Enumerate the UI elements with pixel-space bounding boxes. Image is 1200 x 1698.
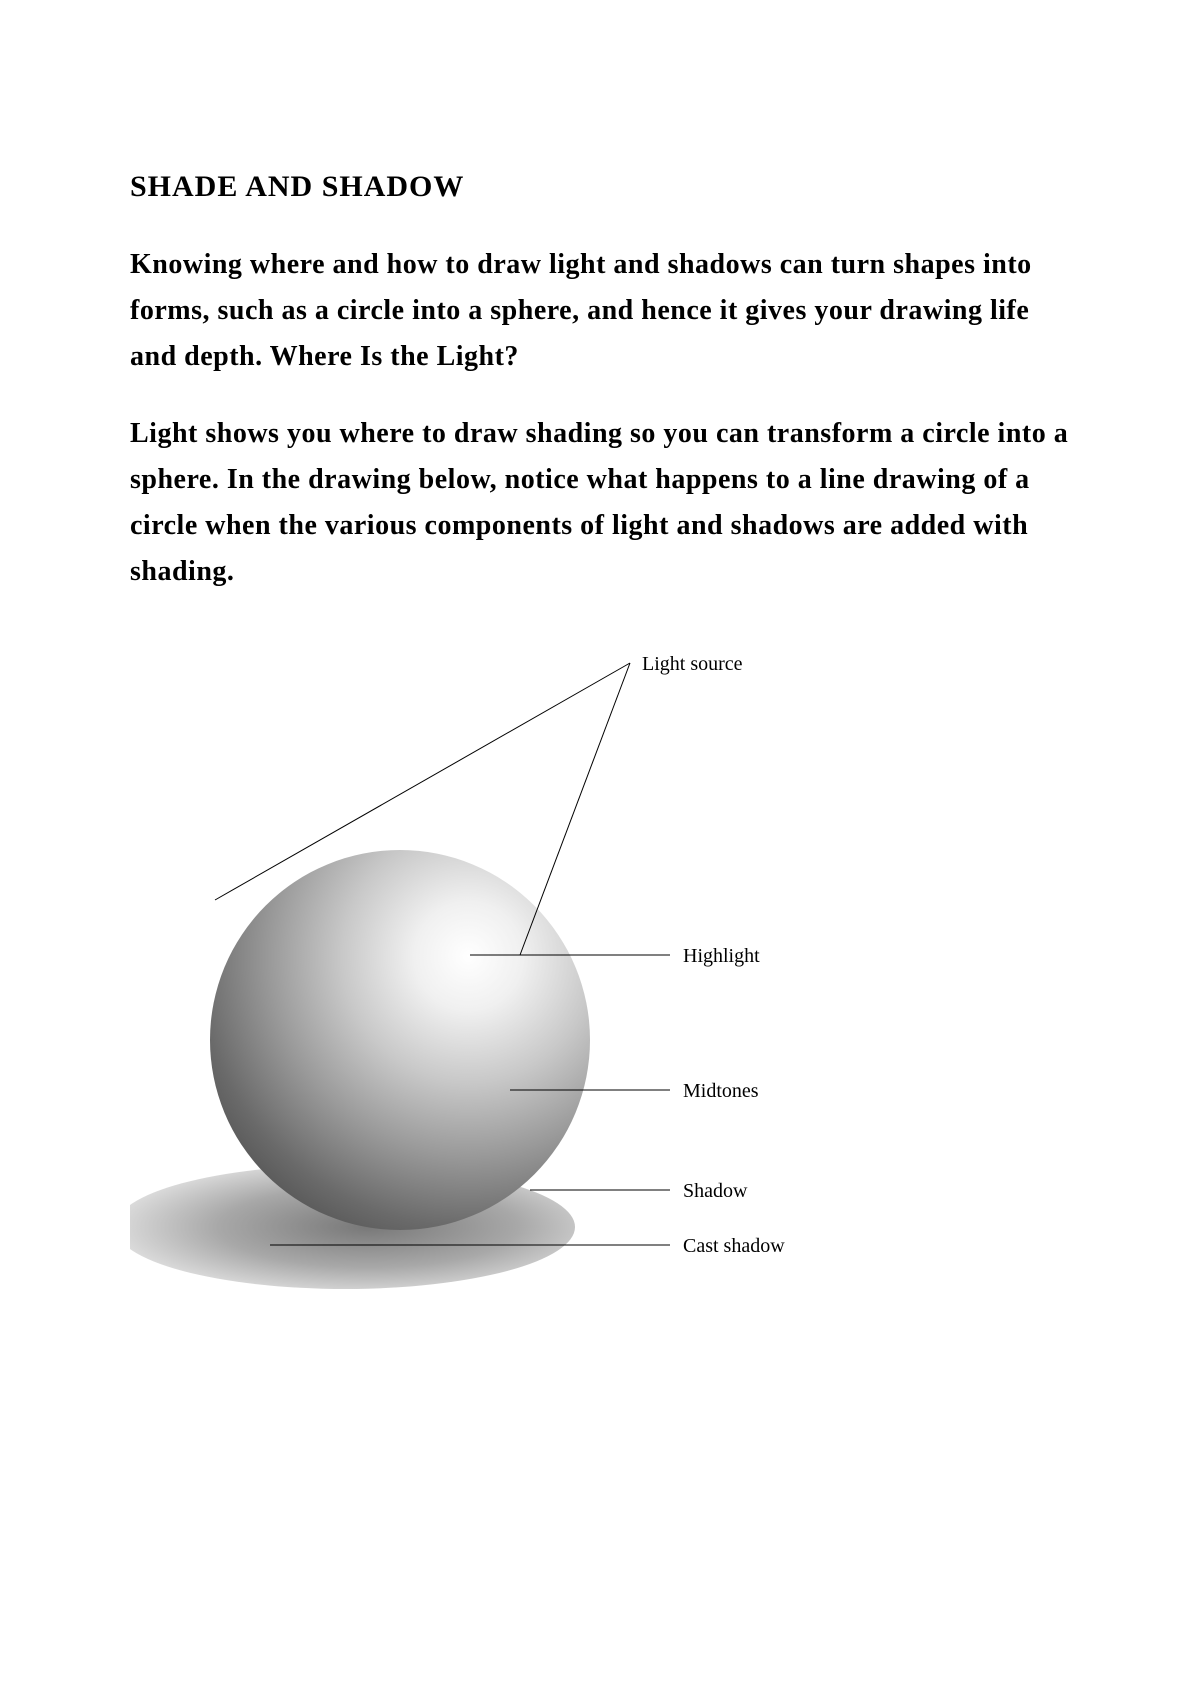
paragraph-2: Light shows you where to draw shading so…: [130, 411, 1070, 596]
label-midtones: Midtones: [683, 1080, 759, 1103]
diagram-svg: [130, 645, 1070, 1365]
sphere-diagram: Light source Highlight Midtones Shadow C…: [130, 645, 1070, 1365]
label-highlight: Highlight: [683, 945, 760, 968]
label-light-source: Light source: [642, 653, 743, 676]
sphere-shape: [210, 850, 590, 1230]
page-title: SHADE AND SHADOW: [130, 170, 1070, 204]
label-shadow: Shadow: [683, 1180, 747, 1203]
label-cast-shadow: Cast shadow: [683, 1235, 785, 1258]
paragraph-1: Knowing where and how to draw light and …: [130, 242, 1070, 381]
